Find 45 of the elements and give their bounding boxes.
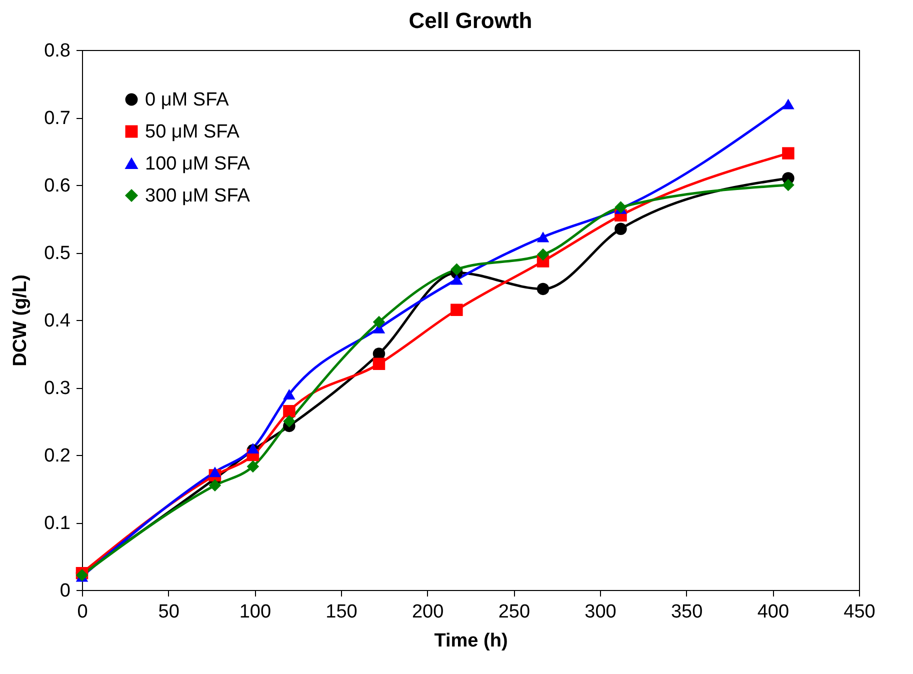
point <box>536 232 550 242</box>
point <box>782 147 794 160</box>
y-tick-label: 0.5 <box>44 243 70 264</box>
x-tick-label: 200 <box>412 602 444 622</box>
y-tick-label: 0 <box>60 580 70 602</box>
y-tick-label: 0.1 <box>44 513 70 534</box>
point <box>614 222 627 235</box>
point <box>283 405 296 418</box>
x-tick-label: 450 <box>844 602 876 622</box>
point <box>246 460 260 473</box>
x-tick-label: 0 <box>77 602 88 622</box>
y-tick-label: 0.7 <box>44 108 70 129</box>
x-tick-label: 400 <box>757 602 790 622</box>
point <box>372 358 386 370</box>
x-tick-label: 100 <box>239 602 272 622</box>
chart-title: Cell Growth <box>408 8 532 33</box>
point <box>536 248 550 261</box>
legend-label: 300 μM SFA <box>145 186 250 206</box>
legend-label: 0 μM SFA <box>145 90 230 110</box>
x-tick-label: 50 <box>158 602 180 622</box>
point <box>372 316 386 328</box>
point <box>283 388 296 400</box>
x-tick-label: 350 <box>670 602 703 622</box>
y-axis-title: DCW (g/L) <box>10 274 32 366</box>
point <box>450 304 463 316</box>
y-tick-label: 0.4 <box>44 310 71 332</box>
point <box>450 263 463 276</box>
point <box>536 282 550 296</box>
x-axis-title: Time (h) <box>434 630 508 652</box>
point <box>283 415 296 428</box>
point <box>782 98 794 110</box>
point <box>246 442 260 454</box>
point <box>208 479 222 492</box>
y-tick-label: 0.3 <box>44 378 70 399</box>
point <box>782 178 794 192</box>
legend-label: 100 μM SFA <box>145 154 250 174</box>
x-tick-label: 250 <box>498 602 530 622</box>
point <box>208 466 222 478</box>
y-tick-label: 0.6 <box>44 176 70 196</box>
y-tick-label: 0.8 <box>44 40 70 62</box>
x-tick-label: 300 <box>584 602 616 622</box>
x-tick-label: 150 <box>326 602 358 622</box>
y-tick-label: 0.2 <box>44 446 70 466</box>
point <box>450 274 463 285</box>
legend-label: 50 μM SFA <box>145 122 240 142</box>
